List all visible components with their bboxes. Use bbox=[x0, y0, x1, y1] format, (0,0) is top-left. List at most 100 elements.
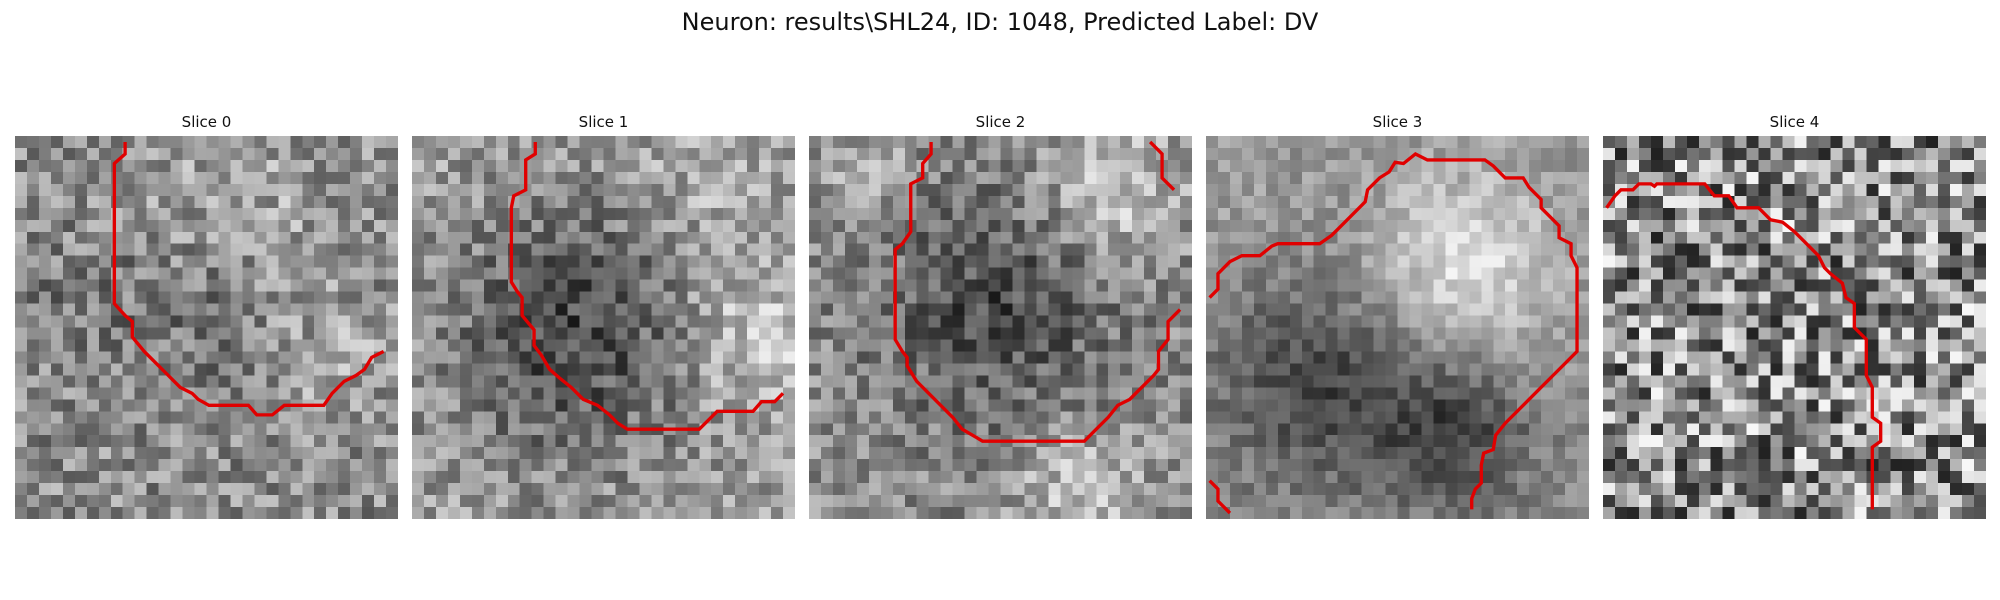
pixel bbox=[1445, 483, 1458, 496]
pixel bbox=[1674, 399, 1688, 412]
pixel bbox=[1180, 387, 1192, 400]
pixel bbox=[892, 351, 905, 364]
pixel bbox=[1253, 195, 1267, 209]
pixel bbox=[1445, 495, 1458, 508]
pixel bbox=[1902, 291, 1915, 304]
pixel bbox=[1072, 351, 1085, 364]
pixel bbox=[86, 136, 100, 149]
pixel bbox=[1289, 327, 1302, 340]
pixel bbox=[675, 315, 688, 328]
pixel bbox=[230, 243, 243, 256]
pixel bbox=[1962, 219, 1975, 232]
pixel bbox=[182, 447, 195, 460]
pixel bbox=[326, 495, 339, 508]
pixel bbox=[832, 447, 846, 460]
pixel bbox=[86, 171, 100, 185]
pixel bbox=[567, 147, 580, 161]
pixel bbox=[495, 267, 508, 280]
pixel bbox=[940, 267, 953, 280]
pixel bbox=[1325, 339, 1338, 352]
pixel bbox=[1481, 351, 1494, 364]
pixel bbox=[1217, 471, 1231, 484]
pixel bbox=[146, 219, 159, 232]
pixel bbox=[904, 423, 917, 436]
pixel bbox=[1818, 171, 1831, 185]
pixel bbox=[916, 459, 929, 472]
pixel bbox=[1337, 375, 1350, 388]
pixel bbox=[1529, 255, 1542, 268]
pixel bbox=[543, 231, 556, 244]
pixel bbox=[1938, 267, 1951, 280]
pixel bbox=[1024, 219, 1037, 232]
pixel bbox=[1217, 207, 1231, 221]
pixel bbox=[146, 387, 159, 400]
pixel bbox=[1397, 435, 1410, 448]
pixel bbox=[1060, 303, 1073, 316]
pixel bbox=[1674, 351, 1688, 364]
pixel bbox=[543, 291, 556, 304]
pixel bbox=[1878, 243, 1891, 256]
pixel bbox=[374, 387, 387, 400]
pixel bbox=[374, 231, 387, 244]
pixel bbox=[1469, 315, 1482, 328]
pixel bbox=[1277, 507, 1291, 519]
pixel bbox=[278, 159, 291, 173]
pixel bbox=[988, 399, 1001, 412]
pixel bbox=[1962, 447, 1975, 460]
pixel bbox=[1301, 207, 1314, 221]
pixel bbox=[603, 231, 616, 244]
pixel bbox=[134, 183, 147, 197]
pixel bbox=[1734, 231, 1747, 244]
pixel bbox=[1794, 136, 1807, 149]
pixel bbox=[1746, 243, 1759, 256]
pixel bbox=[687, 171, 700, 185]
pixel bbox=[1662, 219, 1676, 232]
pixel bbox=[1902, 147, 1915, 161]
pixel bbox=[1120, 207, 1133, 221]
pixel bbox=[1048, 279, 1061, 292]
pixel bbox=[1650, 255, 1664, 268]
pixel bbox=[1168, 399, 1181, 412]
pixel bbox=[86, 495, 100, 508]
pixel bbox=[675, 411, 688, 424]
pixel bbox=[1349, 219, 1362, 232]
pixel bbox=[1253, 411, 1267, 424]
pixel bbox=[326, 315, 339, 328]
pixel bbox=[1722, 267, 1735, 280]
pixel bbox=[832, 183, 846, 197]
pixel bbox=[1084, 495, 1097, 508]
pixel bbox=[555, 387, 568, 400]
pixel bbox=[386, 339, 398, 352]
pixel bbox=[447, 243, 461, 256]
pixel bbox=[1096, 375, 1109, 388]
pixel bbox=[519, 435, 532, 448]
pixel bbox=[1385, 483, 1398, 496]
pixel bbox=[1650, 291, 1664, 304]
pixel bbox=[880, 279, 894, 292]
pixel bbox=[832, 435, 846, 448]
pixel bbox=[194, 459, 207, 472]
pixel bbox=[832, 375, 846, 388]
pixel bbox=[1493, 447, 1506, 460]
pixel bbox=[1445, 339, 1458, 352]
pixel bbox=[567, 483, 580, 496]
pixel bbox=[1806, 303, 1819, 316]
pixel bbox=[1638, 171, 1652, 185]
pixel bbox=[1253, 159, 1267, 173]
pixel bbox=[74, 231, 88, 244]
pixel bbox=[591, 183, 604, 197]
pixel bbox=[687, 183, 700, 197]
pixel bbox=[471, 136, 485, 149]
pixel bbox=[940, 255, 953, 268]
pixel bbox=[1036, 147, 1049, 161]
pixel bbox=[374, 207, 387, 221]
pixel bbox=[74, 351, 88, 364]
pixel bbox=[1060, 411, 1073, 424]
pixel bbox=[1206, 459, 1219, 472]
pixel bbox=[98, 375, 111, 388]
pixel bbox=[412, 447, 425, 460]
pixel bbox=[194, 243, 207, 256]
pixel bbox=[1313, 291, 1326, 304]
pixel bbox=[1120, 291, 1133, 304]
pixel bbox=[651, 147, 664, 161]
